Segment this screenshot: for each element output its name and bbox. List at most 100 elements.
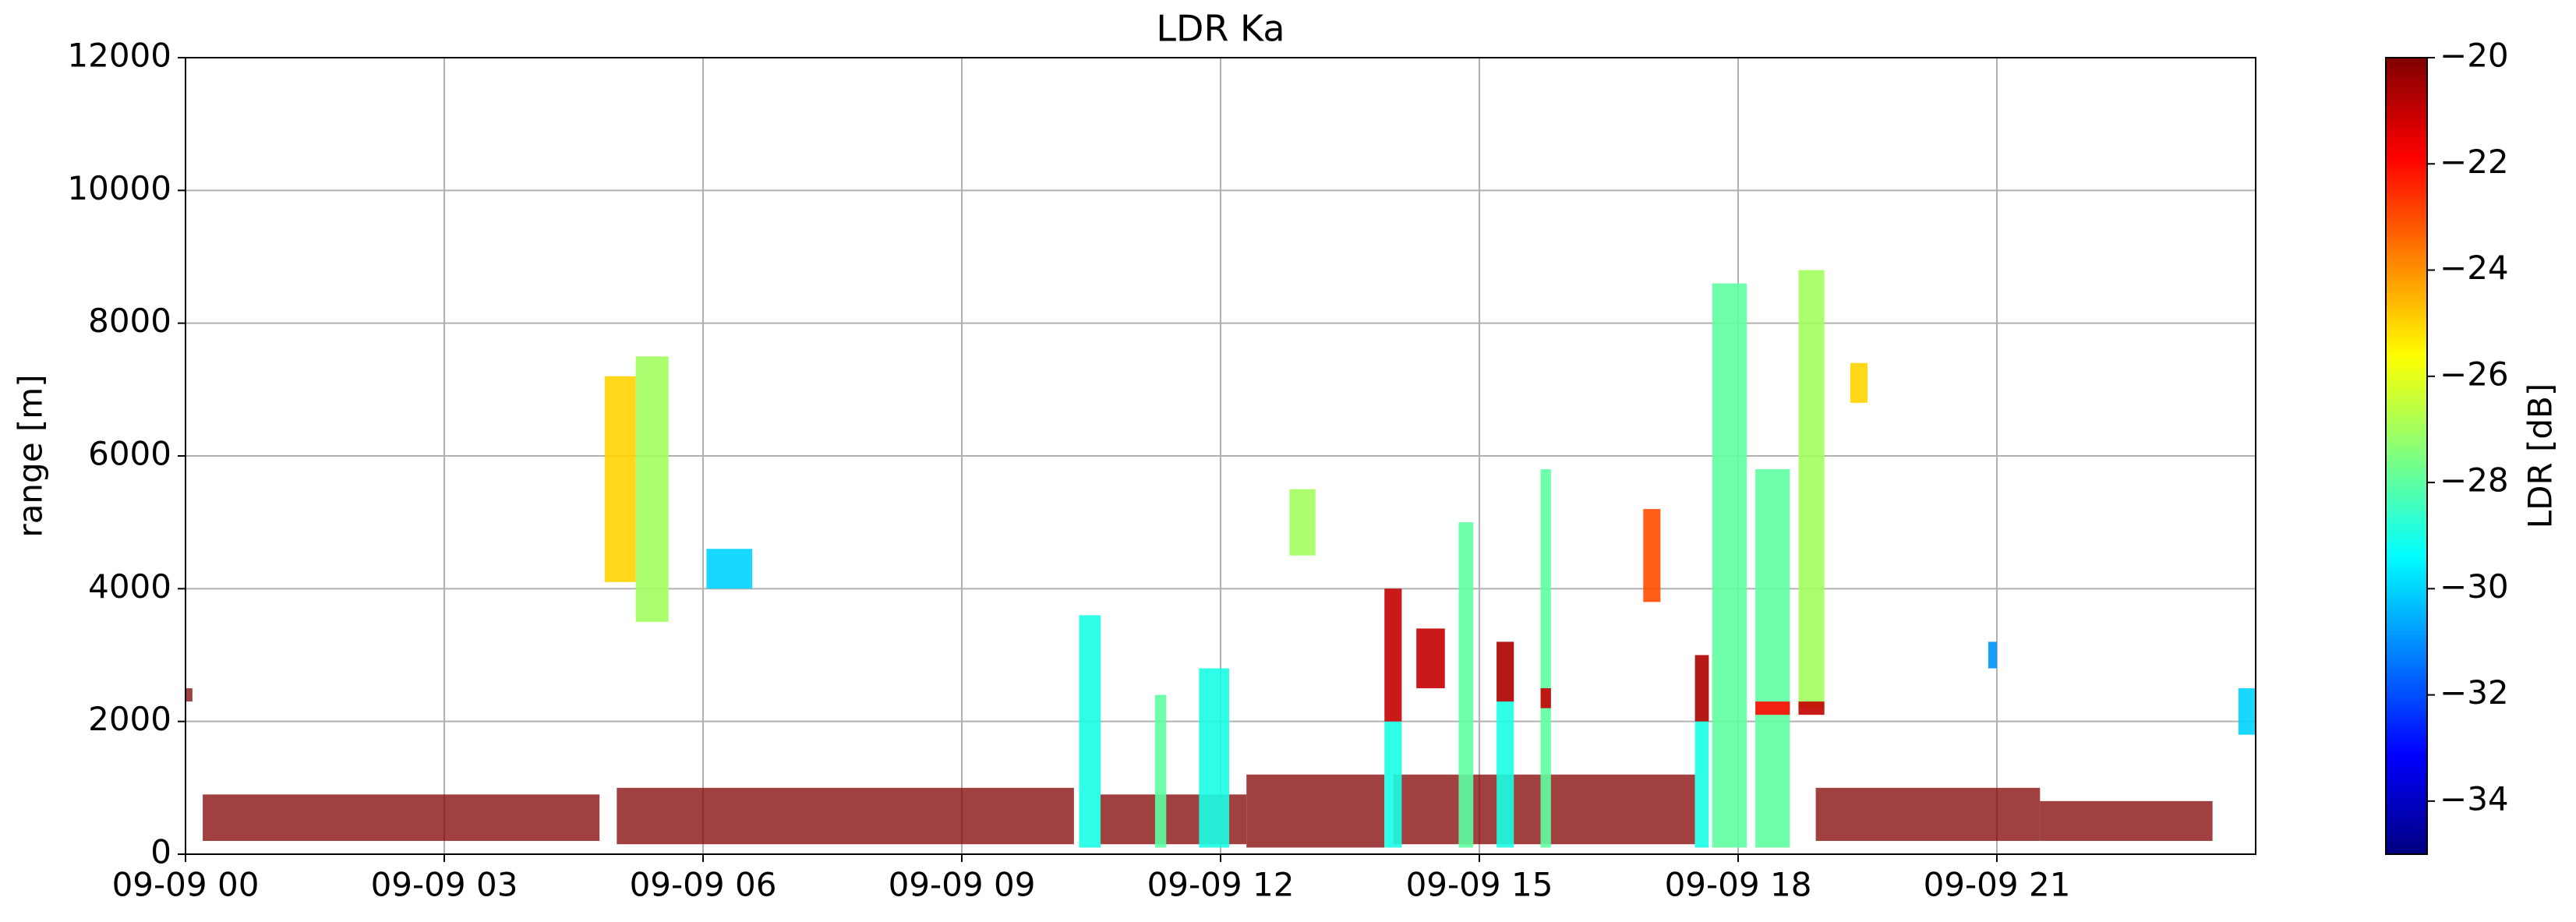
- colorbar-step: [2386, 850, 2427, 855]
- y-tick-label: 6000: [88, 435, 171, 473]
- colorbar-step: [2386, 838, 2427, 843]
- colorbar-step: [2386, 770, 2427, 775]
- colorbar-step: [2386, 304, 2427, 309]
- colorbar-step: [2386, 328, 2427, 334]
- ldr-cell: [2040, 800, 2213, 841]
- colorbar-step: [2386, 443, 2427, 449]
- colorbar-step: [2386, 360, 2427, 366]
- colorbar-step: [2386, 364, 2427, 369]
- colorbar-step: [2386, 814, 2427, 819]
- ldr-cell: [1289, 489, 1316, 556]
- x-tick-label: 09-09 12: [1147, 866, 1295, 904]
- colorbar-step: [2386, 412, 2427, 417]
- colorbar-step: [2386, 109, 2427, 115]
- colorbar-step: [2386, 89, 2427, 94]
- colorbar-step: [2386, 722, 2427, 728]
- ldr-cell: [1154, 694, 1167, 848]
- colorbar-step: [2386, 205, 2427, 210]
- colorbar-step: [2386, 221, 2427, 226]
- ldr-cell: [1798, 270, 1825, 708]
- colorbar-step: [2386, 256, 2427, 262]
- ldr-cell: [1540, 688, 1551, 708]
- colorbar-step: [2386, 460, 2427, 465]
- x-tick-label: 09-09 09: [889, 866, 1036, 904]
- colorbar-step: [2386, 511, 2427, 517]
- colorbar-step: [2386, 774, 2427, 779]
- colorbar-step: [2386, 85, 2427, 90]
- colorbar-step: [2386, 483, 2427, 489]
- colorbar-step: [2386, 475, 2427, 481]
- colorbar-step: [2386, 181, 2427, 186]
- colorbar-tick-label: −30: [2440, 567, 2509, 606]
- colorbar-step: [2386, 587, 2427, 592]
- y-tick-label: 10000: [67, 169, 171, 207]
- colorbar-step: [2386, 830, 2427, 835]
- colorbar-step: [2386, 655, 2427, 660]
- colorbar-step: [2386, 145, 2427, 150]
- colorbar-step: [2386, 137, 2427, 142]
- colorbar-step: [2386, 440, 2427, 445]
- colorbar-step: [2386, 368, 2427, 373]
- colorbar-step: [2386, 675, 2427, 680]
- ldr-cell: [203, 794, 600, 841]
- ldr-cell: [635, 356, 669, 622]
- colorbar-step: [2386, 758, 2427, 764]
- colorbar-step: [2386, 527, 2427, 532]
- colorbar-step: [2386, 559, 2427, 564]
- colorbar-step: [2386, 818, 2427, 823]
- colorbar-step: [2386, 292, 2427, 298]
- ldr-cell: [1416, 628, 1445, 689]
- colorbar-step: [2386, 200, 2427, 206]
- colorbar-step: [2386, 236, 2427, 242]
- colorbar-step: [2386, 806, 2427, 811]
- colorbar-step: [2386, 519, 2427, 525]
- colorbar-step: [2386, 228, 2427, 234]
- colorbar-step: [2386, 392, 2427, 397]
- colorbar-step: [2386, 607, 2427, 612]
- colorbar-step: [2386, 336, 2427, 341]
- colorbar-step: [2386, 567, 2427, 572]
- colorbar-step: [2386, 822, 2427, 827]
- colorbar-step: [2386, 125, 2427, 130]
- colorbar-step: [2386, 842, 2427, 847]
- colorbar-step: [2386, 456, 2427, 461]
- colorbar-step: [2386, 666, 2427, 672]
- colorbar-step: [2386, 153, 2427, 158]
- ldr-cell: [1755, 701, 1790, 715]
- colorbar-step: [2386, 706, 2427, 712]
- colorbar-step: [2386, 101, 2427, 106]
- colorbar-step: [2386, 141, 2427, 147]
- colorbar-step: [2386, 651, 2427, 656]
- colorbar-step: [2386, 232, 2427, 238]
- colorbar-step: [2386, 93, 2427, 98]
- colorbar-step: [2386, 404, 2427, 409]
- colorbar-step: [2386, 58, 2427, 62]
- ldr-cell: [1496, 641, 1514, 702]
- colorbar-step: [2386, 169, 2427, 174]
- colorbar-step: [2386, 308, 2427, 313]
- colorbar-step: [2386, 352, 2427, 357]
- colorbar-step: [2386, 496, 2427, 500]
- colorbar-step: [2386, 268, 2427, 274]
- y-axis-label: range [m]: [12, 374, 50, 537]
- colorbar-step: [2386, 97, 2427, 102]
- colorbar-step: [2386, 507, 2427, 513]
- y-tick-label: 12000: [67, 37, 171, 75]
- colorbar-step: [2386, 340, 2427, 345]
- colorbar-step: [2386, 571, 2427, 576]
- colorbar-step: [2386, 432, 2427, 437]
- ldr-cell: [1384, 588, 1402, 722]
- colorbar-step: [2386, 424, 2427, 429]
- x-tick-label: 09-09 18: [1665, 866, 1812, 904]
- y-tick-label: 0: [150, 833, 171, 871]
- colorbar-step: [2386, 670, 2427, 676]
- colorbar-step: [2386, 631, 2427, 636]
- ldr-cell: [706, 549, 753, 589]
- colorbar-step: [2386, 415, 2427, 421]
- ldr-cell: [1199, 668, 1230, 848]
- colorbar-step: [2386, 284, 2427, 289]
- ldr-cell: [604, 376, 636, 582]
- colorbar-step: [2386, 81, 2427, 87]
- colorbar-step: [2386, 196, 2427, 202]
- colorbar-step: [2386, 683, 2427, 687]
